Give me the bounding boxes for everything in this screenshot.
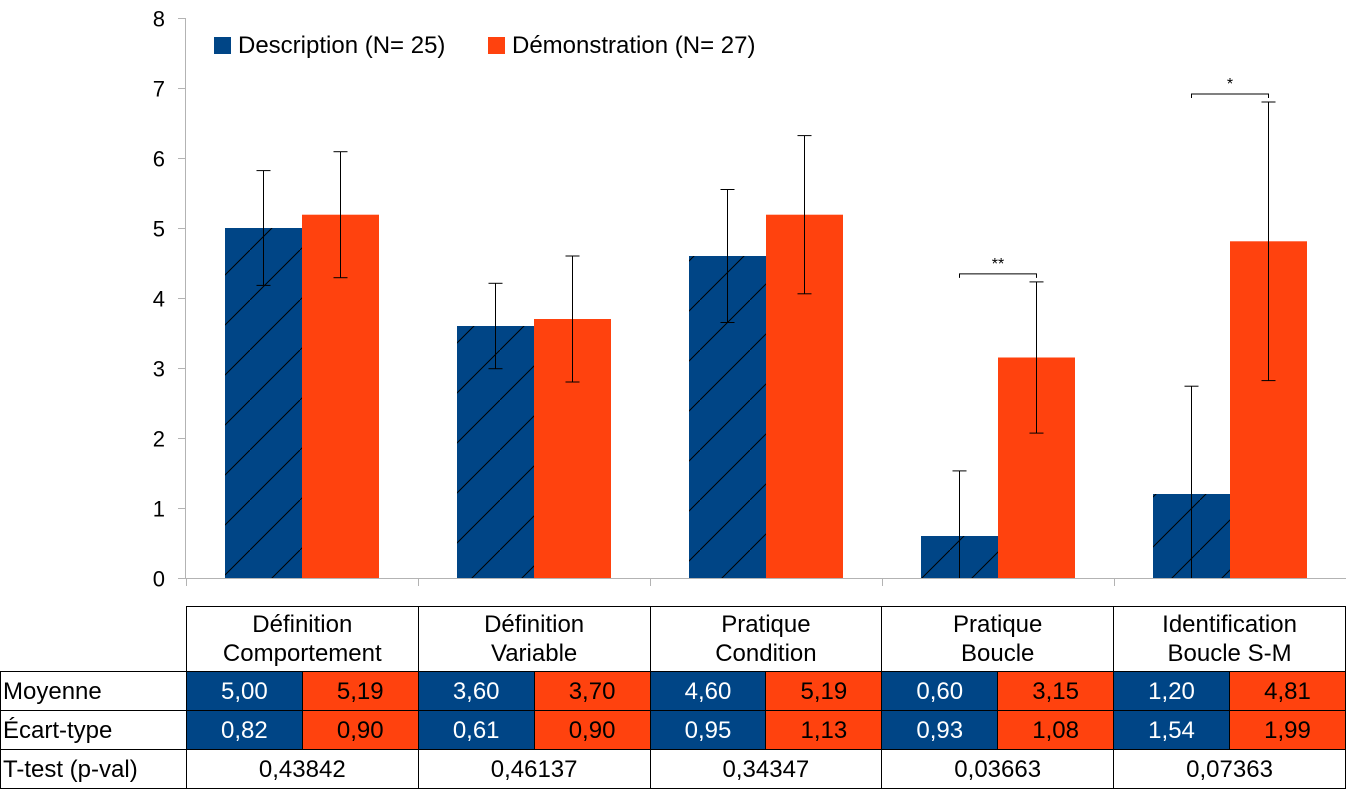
row-label-mean: Moyenne (0, 671, 187, 711)
y-tick-label: 5 (153, 217, 165, 242)
std-description-cell: 0,82 (185, 710, 303, 750)
std-description-cell: 0,93 (881, 710, 999, 750)
mean-description-cell: 4,60 (649, 671, 767, 711)
significance-bracket (1191, 93, 1269, 98)
y-tick-label: 0 (153, 567, 165, 592)
mean-demonstration-cell: 4,81 (1229, 671, 1346, 711)
y-tick-label: 3 (153, 357, 165, 382)
std-demonstration-cell: 1,13 (765, 710, 883, 750)
empty-corner (1, 607, 187, 672)
mean-demonstration-cell: 5,19 (765, 671, 883, 711)
std-description-cell: 0,95 (649, 710, 767, 750)
significance-marker: * (1227, 76, 1233, 93)
legend-label-demonstration: Démonstration (N= 27) (512, 32, 755, 59)
pvalue-cell: 0,34347 (649, 749, 883, 789)
mean-description-cell: 0,60 (881, 671, 999, 711)
mean-demonstration-cell: 3,15 (997, 671, 1115, 711)
std-demonstration-cell: 0,90 (533, 710, 651, 750)
row-label-std: Écart-type (0, 710, 187, 750)
ttest-row: T-test (p-val) 0,43842 0,46137 0,34347 0… (0, 749, 1346, 789)
pvalue-cell: 0,03663 (881, 749, 1115, 789)
stats-table: Définition Comportement Définition Varia… (0, 606, 1346, 789)
category-row: Définition Comportement Définition Varia… (1, 606, 1346, 672)
category-label: Identification Boucle S-M (1113, 606, 1346, 672)
y-tick-label: 6 (153, 147, 165, 172)
y-tick-label: 7 (153, 77, 165, 102)
category-label: Pratique Boucle (881, 606, 1115, 672)
mean-description-cell: 1,20 (1113, 671, 1230, 711)
category-label: Définition Comportement (185, 606, 419, 672)
std-description-cell: 0,61 (417, 710, 535, 750)
mean-demonstration-cell: 3,70 (533, 671, 651, 711)
error-bars (256, 101, 1276, 578)
y-tick-label: 8 (153, 7, 165, 32)
pvalue-cell: 0,46137 (417, 749, 651, 789)
legend-swatch-description (214, 37, 231, 54)
significance-marker: ** (992, 256, 1004, 273)
legend-label-description: Description (N= 25) (238, 32, 445, 59)
y-tick-label: 1 (153, 497, 165, 522)
legend-swatch-demonstration (488, 37, 505, 54)
category-label: Définition Variable (417, 606, 651, 672)
legend: Description (N= 25) Démonstration (N= 27) (214, 32, 755, 59)
y-tick-label: 2 (153, 427, 165, 452)
std-demonstration-cell: 1,08 (997, 710, 1115, 750)
row-label-ttest: T-test (p-val) (0, 749, 187, 789)
mean-demonstration-cell: 5,19 (301, 671, 419, 711)
y-tick-label: 4 (153, 287, 165, 312)
pvalue-cell: 0,07363 (1113, 749, 1346, 789)
category-label: Pratique Condition (649, 606, 883, 672)
bars (225, 214, 1307, 579)
std-demonstration-cell: 1,99 (1229, 710, 1346, 750)
mean-row: Moyenne 5,00 5,19 3,60 3,70 4,60 5,19 0,… (0, 671, 1346, 711)
axes: 0 1 2 3 4 5 6 7 8 (153, 7, 1346, 592)
significance-annotations: *** (959, 76, 1269, 278)
mean-description-cell: 5,00 (185, 671, 303, 711)
std-row: Écart-type 0,82 0,90 0,61 0,90 0,95 1,13… (0, 710, 1346, 750)
std-demonstration-cell: 0,90 (301, 710, 419, 750)
significance-bracket (959, 273, 1037, 278)
bar-description (225, 228, 302, 578)
mean-description-cell: 3,60 (417, 671, 535, 711)
pvalue-cell: 0,43842 (185, 749, 419, 789)
std-description-cell: 1,54 (1113, 710, 1230, 750)
